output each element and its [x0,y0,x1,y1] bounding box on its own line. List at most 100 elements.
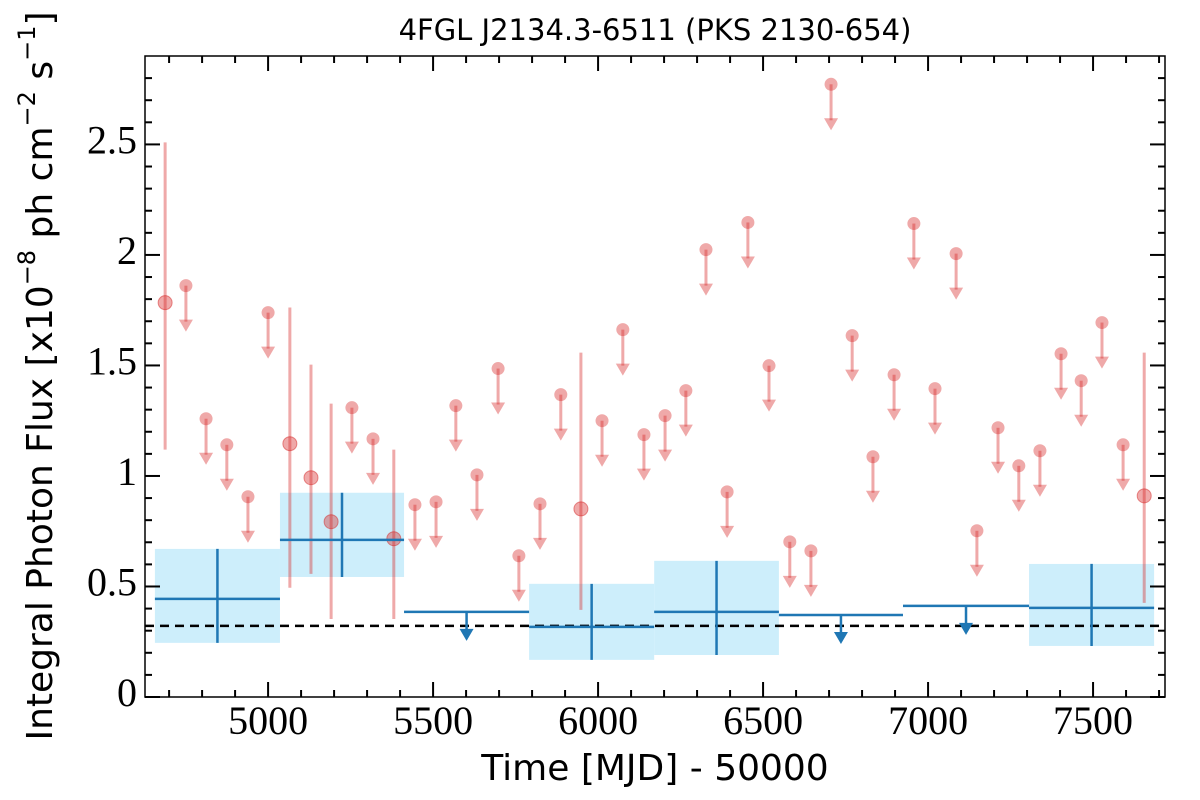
upper-limit-head [636,468,651,481]
upper-limit-head [824,118,839,131]
upper-limit-point [949,247,963,261]
x-tick-label: 5000 [228,698,308,743]
y-tick-label: 0 [117,670,137,715]
upper-limit-point [1012,459,1026,473]
upper-limit-head [366,472,381,485]
upper-limit-head [678,424,693,437]
upper-limit-head [491,402,506,415]
upper-limit-head [1032,484,1047,497]
upper-limit-point [866,450,880,464]
upper-limit-head [469,508,484,521]
upper-limit-point [554,388,568,402]
upper-limit-point [1074,374,1088,388]
y-tick-label: 0.5 [87,560,137,605]
upper-limit-point [991,421,1005,435]
upper-limit-head [740,256,755,269]
y-axis-label-part: ph cm [20,126,61,249]
y-axis-label-part: −2 [13,91,41,126]
upper-limit-head [532,537,547,550]
upper-limit-head [658,449,673,462]
upper-limit-head [1116,478,1131,491]
x-tick-label: 7500 [1053,698,1133,743]
upper-limit-point [1116,438,1130,452]
upper-limit-head [762,399,777,412]
y-axis-label-part: Integral Photon Flux [x10 [20,285,61,740]
upper-limit-point [616,323,630,337]
upper-limit-point [741,215,755,229]
data-point [573,501,589,517]
y-axis-label-part: ] [20,11,61,25]
upper-limit-point [366,432,380,446]
upper-limit-point [429,495,443,509]
x-tick-label: 5500 [393,698,473,743]
upper-limit-head [553,428,568,441]
upper-limit-head [927,422,942,435]
upper-limit-point [491,362,505,376]
data-point [282,436,298,452]
x-tick-label: 6500 [723,698,803,743]
upper-limit-point [261,306,275,320]
data-point [157,295,173,311]
upper-limit-point [199,412,213,426]
upper-limit-point [345,401,359,415]
upper-limit-point [824,77,838,91]
upper-limit-point [679,384,693,398]
upper-limit-head [511,589,526,602]
upper-limit-head [1074,414,1089,427]
y-axis-label-part: −1 [13,26,41,61]
upper-limit-point [658,409,672,423]
upper-limit-head [344,441,359,454]
upper-limit-head [178,319,193,332]
upper-limit-point [970,524,984,538]
upper-limit-point [408,498,422,512]
upper-limit-head [803,584,818,597]
upper-limit-head [1054,387,1069,400]
upper-limit-head [429,535,444,548]
upper-limit-point [637,428,651,442]
data-point [323,514,339,530]
upper-limit-point [1095,316,1109,330]
y-tick-label: 2 [117,228,137,273]
upper-limit-point [887,368,901,382]
upper-limit-head [845,369,860,382]
upper-limit-head [595,454,610,467]
upper-limit-head [782,575,797,588]
upper-limit-point [179,279,193,293]
upper-limit-head [448,439,463,452]
upper-limit-point [241,490,255,504]
upper-limit-head [459,628,474,641]
upper-limit-point [533,497,547,511]
upper-limit-point [1054,347,1068,361]
y-axis-label: Integral Photon Flux [x10−8 ph cm−2 s−1] [13,11,61,740]
y-tick-label: 2.5 [87,118,137,163]
x-tick-label: 7000 [888,698,968,743]
upper-limit-head [1094,356,1109,369]
upper-limit-point [470,468,484,482]
upper-limit-head [959,622,974,635]
upper-limit-head [969,564,984,577]
y-axis-label-part: −8 [13,250,41,285]
upper-limit-point [512,549,526,563]
upper-limit-point [845,329,859,343]
upper-limit-point [449,399,463,413]
chart-title: 4FGL J2134.3-6511 (PKS 2130-654) [399,13,912,47]
upper-limit-point [220,438,234,452]
upper-limit-head [720,525,735,538]
upper-limit-point [804,544,818,558]
upper-limit-head [833,631,848,644]
upper-limit-head [949,287,964,300]
x-tick-label: 6000 [558,698,638,743]
upper-limit-point [595,414,609,428]
upper-limit-head [887,408,902,421]
upper-limit-head [199,452,214,465]
data-point [303,470,319,486]
upper-limit-head [615,363,630,376]
upper-limit-head [240,530,255,543]
upper-limit-head [906,257,921,270]
y-tick-label: 1.5 [87,339,137,384]
upper-limit-head [698,283,713,296]
upper-limit-point [783,535,797,549]
upper-limit-head [261,346,276,359]
